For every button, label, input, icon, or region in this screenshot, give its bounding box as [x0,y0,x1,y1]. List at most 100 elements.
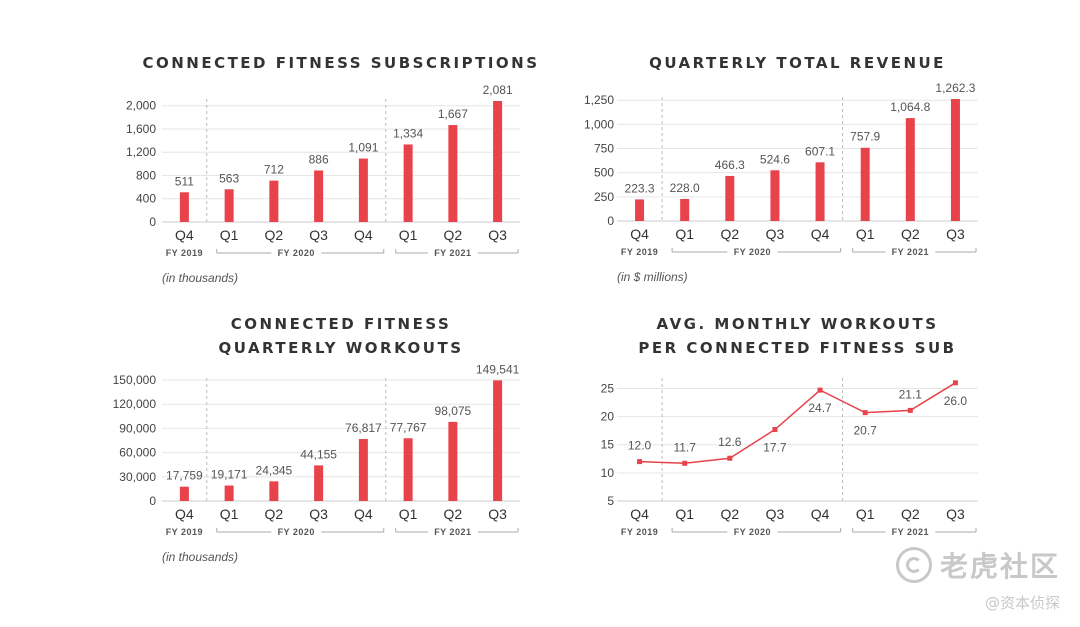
y-tick-label: 1,000 [584,117,614,131]
x-category-label: Q3 [766,506,785,522]
y-tick-label: 20 [601,410,615,424]
bar [314,170,324,222]
x-category-label: Q1 [675,506,694,522]
y-tick-label: 120,000 [113,397,157,411]
x-category-label: Q4 [175,506,194,522]
bar [403,438,413,501]
y-tick-label: 90,000 [119,421,156,435]
data-label: 1,334 [393,126,423,140]
line-point [817,387,823,393]
data-label: 24,345 [256,463,293,477]
data-label: 1,091 [348,141,378,155]
chart-title-line: CONNECTED FITNESS SUBSCRIPTIONS [142,54,539,72]
watermark-logo: 老虎社区 [895,545,1060,585]
data-label: 20.7 [854,424,878,438]
bar [448,125,458,222]
bar [635,199,645,221]
x-category-label: Q3 [488,506,507,522]
y-tick-label: 1,200 [126,145,156,159]
bar [269,180,279,222]
y-tick-label: 0 [149,494,156,508]
data-label: 19,171 [211,468,248,482]
data-label: 76,817 [345,421,382,435]
data-label: 77,767 [390,420,427,434]
units-note: (in thousands) [162,550,238,564]
x-category-label: Q4 [811,506,830,522]
fiscal-year-label: FY 2019 [166,527,203,537]
fiscal-year-label: FY 2020 [278,527,315,537]
x-category-label: Q2 [720,226,739,242]
units-note: (in thousands) [162,271,238,285]
data-label: 511 [175,174,194,188]
x-category-label: Q3 [309,506,328,522]
y-tick-label: 500 [594,166,614,180]
data-label: 98,075 [435,404,472,418]
chart-connected-fitness-subscriptions: CONNECTED FITNESS SUBSCRIPTIONS 0 400 800 1,… [0,0,540,300]
y-tick-label: 250 [594,190,614,204]
bar [815,162,825,221]
y-tick-label: 15 [601,438,615,452]
bar [680,198,690,221]
x-category-label: Q1 [675,226,694,242]
bar [358,439,368,501]
chart-title-line: PER CONNECTED FITNESS SUB [638,339,956,357]
x-category-label: Q2 [444,506,463,522]
y-tick-label: 750 [594,142,614,156]
chart-title-line: QUARTERLY TOTAL REVENUE [649,54,946,72]
bar [860,147,870,221]
fiscal-year-label: FY 2020 [278,248,315,258]
bar [403,144,413,222]
data-label: 2,081 [483,83,513,97]
bar [725,175,735,221]
x-category-label: Q1 [220,506,239,522]
series-line [639,382,956,465]
data-label: 17.7 [763,441,787,455]
line-point [952,380,958,386]
x-category-label: Q2 [265,227,284,243]
data-label: 12.6 [718,435,742,449]
watermark-main-text: 老虎社区 [939,550,1060,583]
y-tick-label: 0 [149,215,156,229]
fiscal-year-label: FY 2021 [434,248,471,258]
y-tick-label: 1,250 [584,93,614,107]
bar [905,118,915,221]
x-category-label: Q1 [856,226,875,242]
fiscal-year-label: FY 2021 [434,527,471,537]
x-category-label: Q4 [354,506,373,522]
y-tick-label: 60,000 [119,446,156,460]
line-point [637,459,643,465]
data-label: 12.0 [628,439,652,453]
y-tick-label: 150,000 [113,373,157,387]
data-label: 24.7 [808,401,832,415]
data-label: 524.6 [760,152,790,166]
tiger-logo-icon [895,547,932,583]
fiscal-year-label: FY 2020 [734,527,771,537]
y-tick-label: 5 [607,494,614,508]
bar [493,380,503,501]
y-tick-label: 30,000 [119,470,156,484]
bar [179,192,189,222]
units-note: (in $ millions) [617,270,688,284]
x-category-label: Q3 [309,227,328,243]
data-label: 563 [219,171,239,185]
data-label: 1,667 [438,107,468,121]
data-label: 1,262.3 [935,81,975,95]
bar [314,465,324,501]
chart-quarterly-total-revenue: QUARTERLY TOTAL REVENUE 0 250 500 750 1,000 1,… [540,0,1080,300]
watermark-sub-text: @资本侦探 [984,594,1060,612]
chart-title-line: AVG. MONTHLY WORKOUTS [656,315,938,333]
data-label: 712 [264,163,284,177]
x-category-label: Q1 [220,227,239,243]
line-point [682,460,688,466]
data-label: 466.3 [715,158,745,172]
x-category-label: Q1 [399,227,418,243]
bar [224,189,234,222]
y-tick-label: 400 [136,192,156,206]
x-category-label: Q2 [265,506,284,522]
chart-avg-monthly-workouts: AVG. MONTHLY WORKOUTS PER CONNECTED FITNE… [540,300,1080,600]
data-label: 21.1 [899,387,923,401]
bar [950,99,960,221]
y-tick-label: 25 [601,381,615,395]
x-category-label: Q4 [811,226,830,242]
x-category-label: Q2 [901,506,920,522]
